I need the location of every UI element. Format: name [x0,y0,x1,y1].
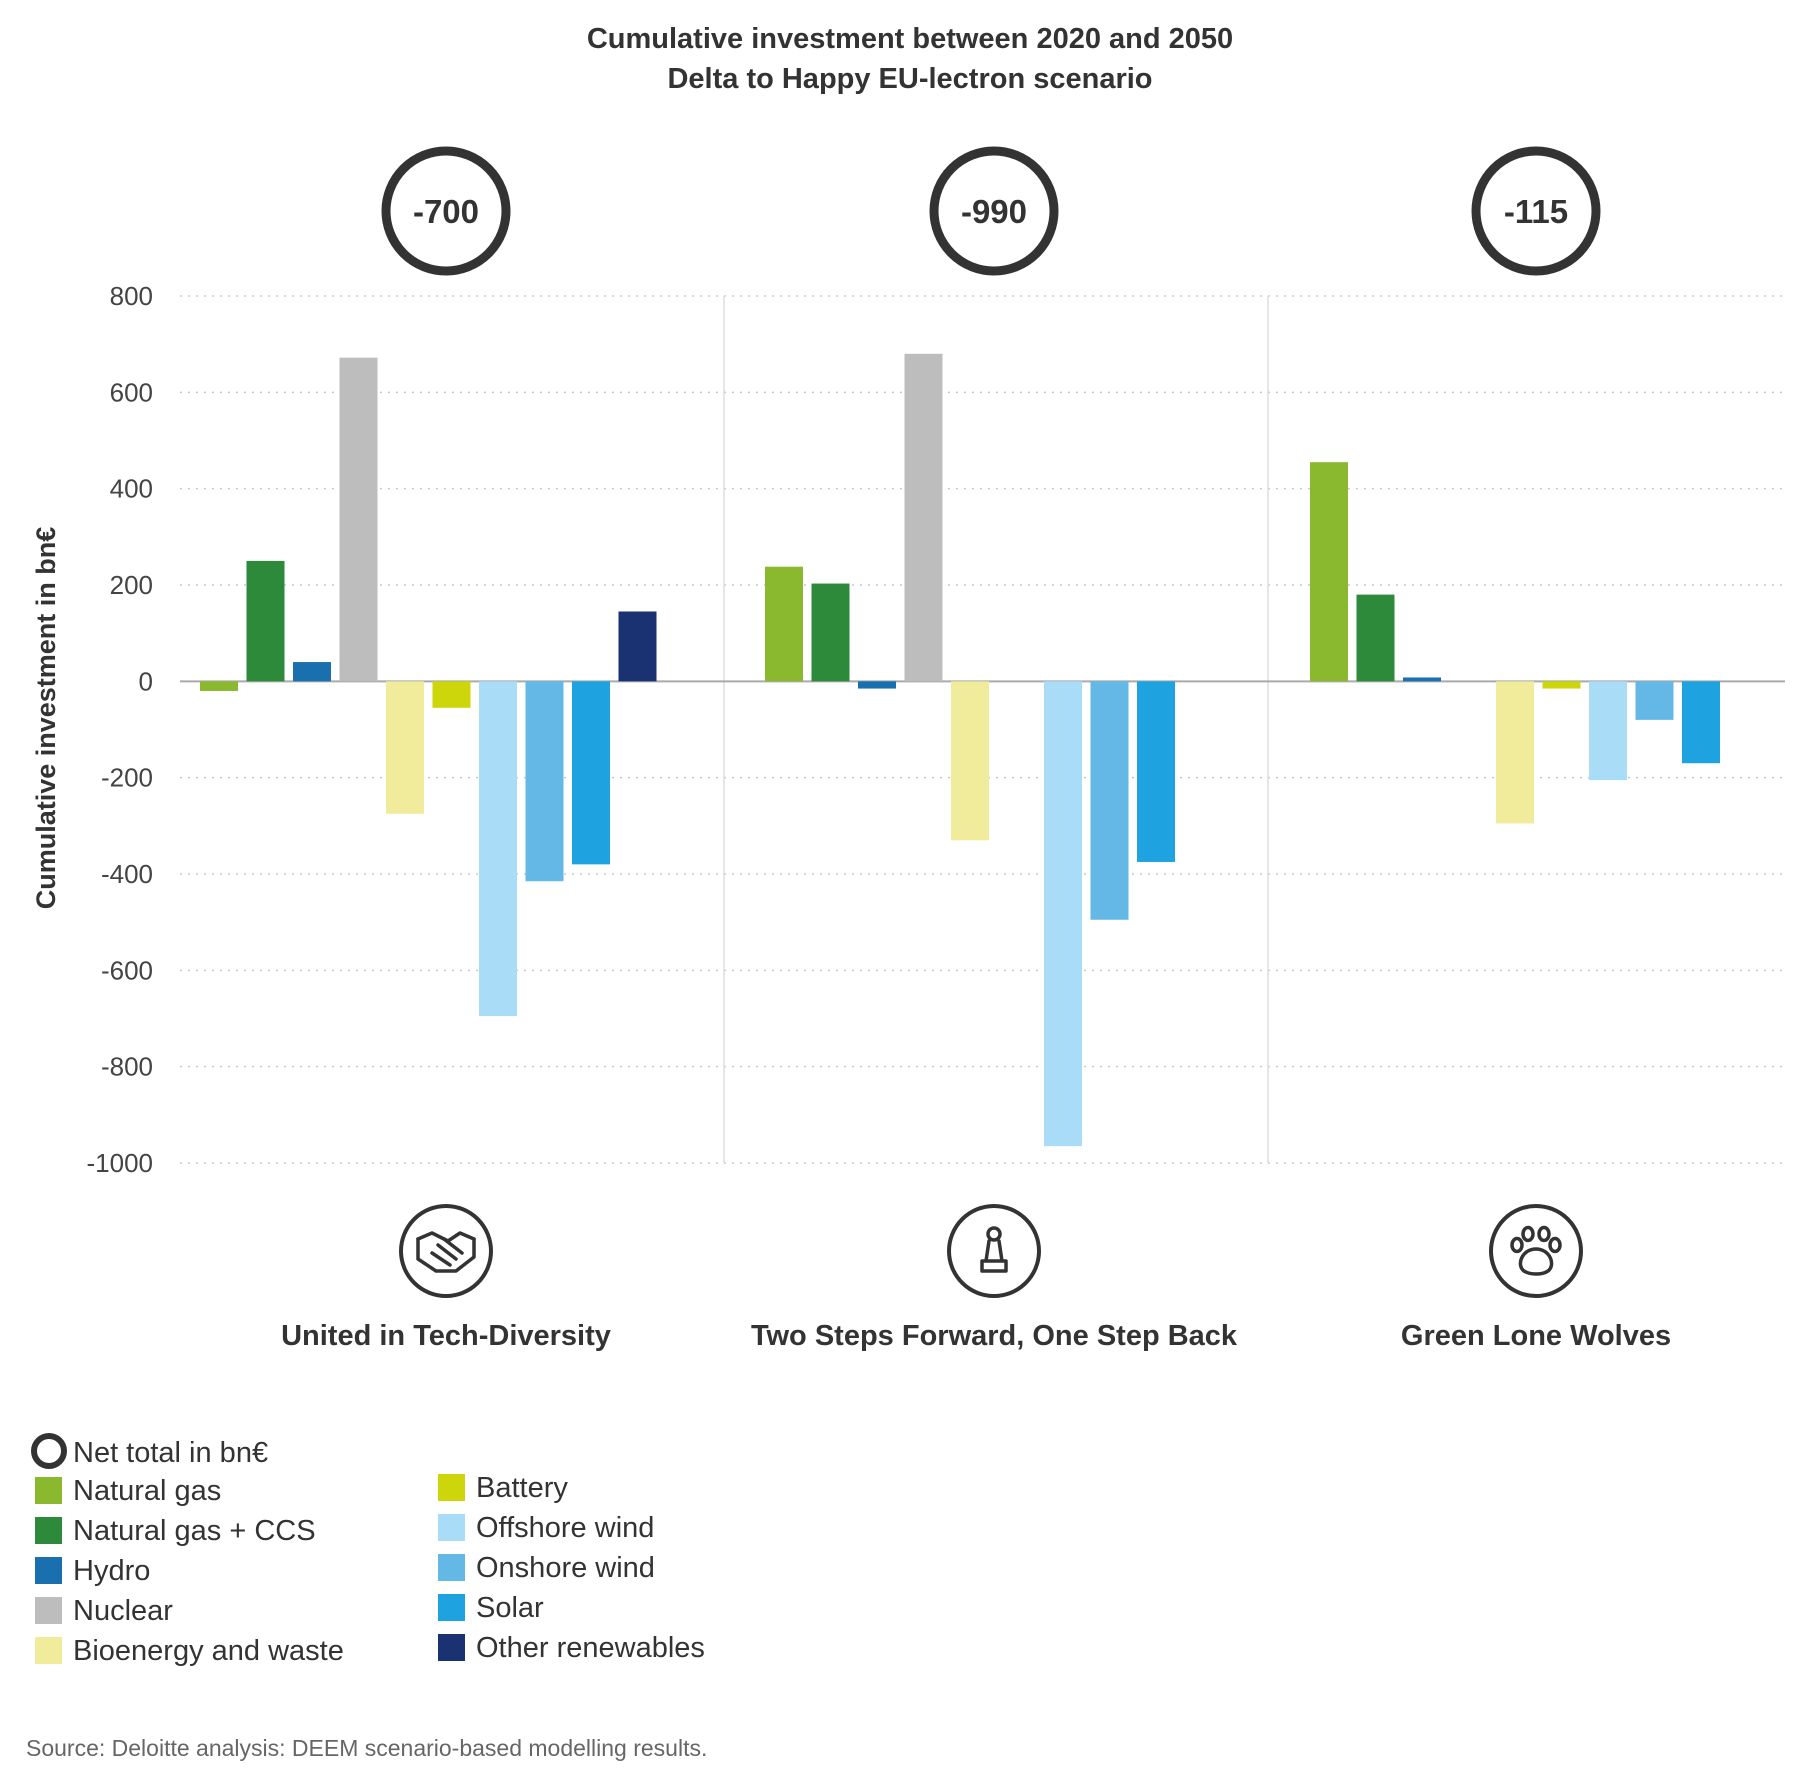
legend-label-nuclear: Nuclear [73,1595,173,1627]
y-tick-label: 600 [110,377,153,407]
y-tick-label: -1000 [87,1148,154,1178]
bar-offshore-wind-3 [1589,681,1627,781]
legend-label-battery: Battery [476,1472,568,1504]
legend-label-offshore-wind: Offshore wind [476,1512,654,1544]
legend-label-natural-gas-ccs: Natural gas + CCS [73,1515,316,1547]
scenario-name: Two Steps Forward, One Step Back [751,1320,1238,1352]
source-note: Source: Deloitte analysis: DEEM scenario… [26,1735,707,1761]
net-total-legend-icon [31,1433,67,1469]
legend-net-total-label: Net total in bn€ [73,1437,268,1469]
legend-swatch-onshore-wind [438,1554,465,1581]
bar-natural-gas-1 [200,681,238,691]
net-total-value: -990 [961,193,1027,230]
y-tick-label: 400 [110,474,153,504]
net-total-circle [1471,146,1601,276]
bar-natural-gas-2 [765,566,803,682]
y-tick-label: -800 [101,1052,153,1082]
bar-hydro-1 [293,662,331,682]
scenario-names-layer: United in Tech-Diversity Two Steps Forwar… [281,1320,1671,1352]
bar-nuclear-1 [339,357,378,682]
legend-label-hydro: Hydro [73,1555,150,1587]
bar-onshore-wind-3 [1635,681,1674,720]
bar-offshore-wind-2 [1044,681,1082,1147]
chart-title: Cumulative investment between 2020 and 2… [587,23,1233,55]
chart-subtitle: Delta to Happy EU-lectron scenario [667,63,1152,95]
legend-swatch-solar [438,1594,465,1621]
bar-battery-1 [432,681,471,708]
scenario-name: United in Tech-Diversity [281,1320,611,1352]
net-total-value: -700 [413,193,479,230]
bar-hydro-3 [1403,677,1441,682]
bar-natural-gas-ccs-3 [1356,594,1395,682]
bar-offshore-wind-1 [479,681,517,1017]
legend-label-bioenergy-and-waste: Bioenergy and waste [73,1635,344,1667]
bar-bioenergy-and-waste-1 [386,681,424,814]
legend-label-onshore-wind: Onshore wind [476,1552,655,1584]
bar-onshore-wind-2 [1090,681,1129,920]
group-dividers [723,296,1269,1163]
bar-natural-gas-ccs-2 [811,583,850,682]
bar-natural-gas-ccs-1 [246,560,285,682]
y-tick-label: 0 [139,666,153,696]
legend-swatch-offshore-wind [438,1514,465,1541]
bar-bioenergy-and-waste-3 [1496,681,1534,824]
bar-other-renewables-1 [618,611,657,682]
bar-solar-3 [1682,681,1720,764]
legend-label-other-renewables: Other renewables [476,1632,705,1664]
handshake-icon [399,1204,493,1298]
bars-layer [200,353,1720,1147]
bar-solar-1 [572,681,610,865]
chess-pawn-icon [947,1204,1041,1298]
net-totals-layer: -700 -990 -115 [381,146,1601,276]
net-total-circle [381,146,511,276]
legend-swatch-bioenergy-and-waste [35,1637,62,1664]
y-tick-label: 800 [110,281,153,311]
legend-label-solar: Solar [476,1592,544,1624]
y-tick-label: -400 [101,859,153,889]
scenario-icons-layer [399,1204,1583,1298]
legend-label-natural-gas: Natural gas [73,1475,221,1507]
scenario-name: Green Lone Wolves [1401,1320,1671,1352]
net-total-value: -115 [1504,193,1568,230]
paw-icon [1489,1204,1583,1298]
legend-swatch-nuclear [35,1597,62,1624]
legend-swatch-other-renewables [438,1634,465,1661]
bar-bioenergy-and-waste-2 [951,681,989,841]
bar-natural-gas-3 [1310,462,1348,682]
y-tick-label: -200 [101,763,153,793]
bar-battery-3 [1542,681,1581,689]
bar-hydro-2 [858,681,896,689]
legend-items: Natural gas Natural gas + CCS Hydro Nuclear… [35,1472,705,1667]
net-total-circle [929,146,1059,276]
legend: Net total in bn€ Natural gas Natural gas … [31,1433,705,1667]
y-tick-label: 200 [110,570,153,600]
legend-swatch-hydro [35,1557,62,1584]
bar-solar-2 [1137,681,1175,862]
bar-onshore-wind-1 [525,681,564,882]
bar-nuclear-2 [904,353,943,682]
legend-swatch-natural-gas-ccs [35,1517,62,1544]
y-tick-label: -600 [101,955,153,985]
legend-swatch-battery [438,1474,465,1501]
legend-swatch-natural-gas [35,1477,62,1504]
y-axis-ticks: 800 600 400 200 0 -200 -400 -600 -800 -1000 [87,281,154,1178]
y-axis-label: Cumulative investment in bn€ [31,527,61,910]
